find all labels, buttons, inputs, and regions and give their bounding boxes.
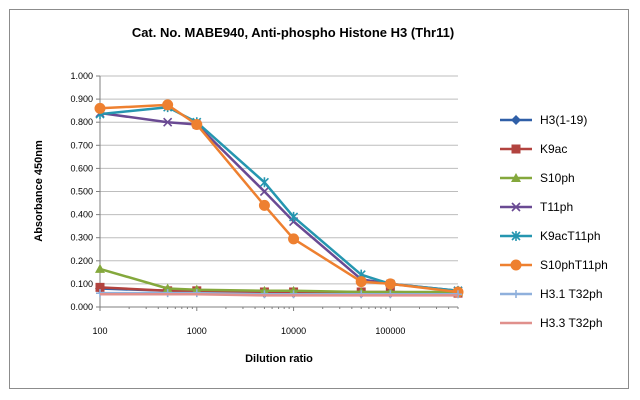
series-line (100, 293, 458, 297)
series-line (99, 267, 458, 294)
legend-entry: S10ph (500, 171, 575, 185)
data-point (95, 282, 105, 292)
data-point (95, 263, 105, 273)
y-axis-title: Absorbance 450nm (33, 140, 45, 242)
legend-marker (512, 290, 520, 298)
series-4 (95, 108, 463, 296)
axes (96, 75, 459, 311)
y-tick-label: 0.700 (70, 140, 93, 150)
data-point (258, 199, 270, 211)
series-line (99, 111, 459, 293)
legend-label: K9ac (540, 142, 567, 156)
data-series (94, 99, 464, 299)
legend-marker (511, 202, 521, 212)
series-line (99, 105, 459, 293)
data-point (94, 102, 106, 114)
chart-frame (9, 9, 629, 389)
data-point (384, 278, 396, 290)
legend-entry: S10phT11ph (500, 258, 608, 272)
data-point (191, 119, 203, 131)
series-8 (100, 293, 458, 297)
legend-entry: H3(1-19) (500, 113, 587, 127)
y-tick-label: 0.500 (70, 187, 93, 197)
legend-entry: H3.3 T32ph (500, 316, 603, 330)
data-point (162, 99, 174, 111)
legend-label: H3.3 T32ph (540, 316, 603, 330)
x-tick-label: 10000 (281, 326, 306, 336)
y-tick-label: 0.200 (70, 256, 93, 266)
legend-marker (511, 173, 521, 182)
legend-label: K9acT11ph (540, 229, 601, 243)
x-tick-label: 100000 (375, 326, 405, 336)
legend-entry: T11ph (500, 200, 573, 214)
legend: H3(1-19)K9acS10phT11phK9acT11phS10phT11p… (500, 113, 608, 330)
legend-marker (510, 259, 522, 271)
legend-entry: K9ac (500, 142, 567, 156)
y-tick-label: 0.400 (70, 210, 93, 220)
x-tick-label: 100 (92, 326, 107, 336)
data-point (259, 177, 269, 188)
data-point (289, 211, 299, 222)
legend-label: T11ph (540, 200, 573, 214)
data-point (259, 186, 269, 197)
x-tick-labels: 100 1000 10000 100000 (92, 326, 405, 336)
y-tick-label: 0.900 (70, 94, 93, 104)
legend-entry: H3.1 T32ph (500, 287, 603, 301)
legend-marker (511, 115, 521, 125)
y-gridlines (100, 75, 458, 285)
legend-entry: K9acT11ph (500, 229, 601, 243)
legend-marker (511, 144, 521, 154)
legend-label: H3(1-19) (540, 113, 587, 127)
y-tick-label: 0.600 (70, 163, 93, 173)
y-tick-label: 0.000 (70, 302, 93, 312)
legend-label: S10ph (540, 171, 575, 185)
y-tick-label: 0.100 (70, 279, 93, 289)
y-tick-label: 0.300 (70, 233, 93, 243)
data-point (288, 233, 300, 245)
legend-marker (511, 231, 521, 241)
x-axis-title: Dilution ratio (245, 353, 313, 365)
data-point (163, 117, 173, 127)
y-tick-label: 1.000 (70, 71, 93, 81)
series-6 (94, 99, 464, 298)
y-tick-label: 0.800 (70, 117, 93, 127)
legend-label: S10phT11ph (540, 258, 608, 272)
legend-label: H3.1 T32ph (540, 287, 603, 301)
data-point (162, 283, 173, 293)
y-tick-labels: 0.000 0.100 0.200 0.300 0.400 0.500 0.600 0.700… (70, 71, 93, 312)
data-point (355, 276, 367, 288)
x-tick-label: 1000 (187, 326, 207, 336)
series-5 (95, 102, 463, 296)
chart-title: Cat. No. MABE940, Anti-phospho Histone H… (132, 25, 454, 40)
